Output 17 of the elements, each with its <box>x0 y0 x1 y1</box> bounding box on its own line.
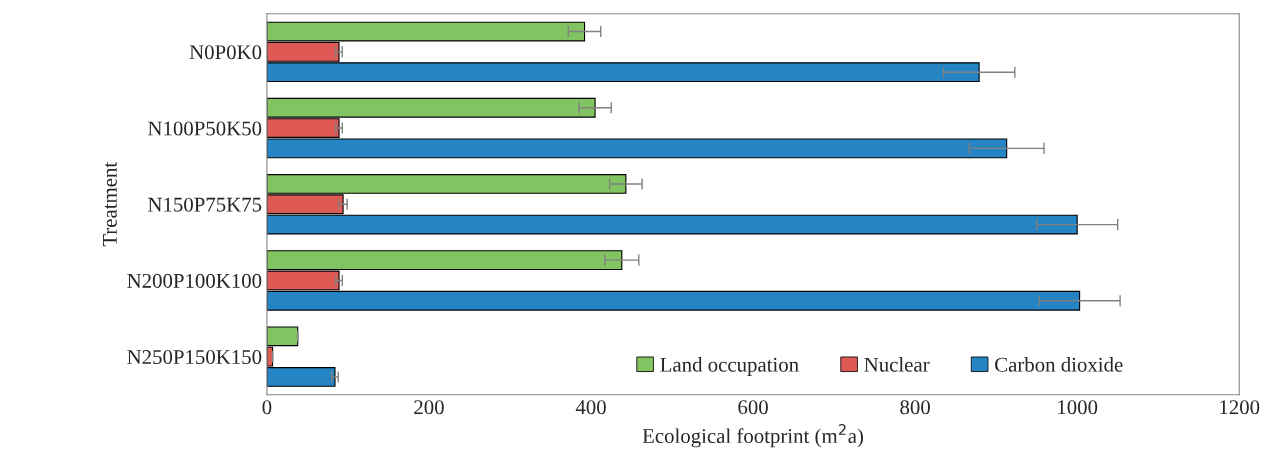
legend-label: Land occupation <box>660 357 799 376</box>
x-tick-label: 1000 <box>1058 400 1098 415</box>
y-tick-label: N150P75K75 <box>148 197 262 212</box>
y-tick-label: N0P0K0 <box>189 45 262 60</box>
x-tick-label: 400 <box>575 400 606 415</box>
y-tick-label: N200P100K100 <box>127 273 262 288</box>
legend-label: Carbon dioxide <box>995 357 1123 372</box>
y-axis-title: Treatment <box>102 161 117 247</box>
y-tick-label: N250P150K150 <box>127 350 262 365</box>
legend-label: Nuclear <box>864 357 930 372</box>
x-tick-label: 800 <box>900 400 930 415</box>
x-tick-label: 600 <box>738 400 768 415</box>
x-axis-title: Ecological footprint (m$^{2}$a) <box>642 424 863 448</box>
x-tick-label: 0 <box>262 400 272 415</box>
x-tick-label: 200 <box>414 400 444 415</box>
y-tick-label: N100P50K50 <box>148 121 262 136</box>
x-tick-label: 1200 <box>1220 400 1260 415</box>
